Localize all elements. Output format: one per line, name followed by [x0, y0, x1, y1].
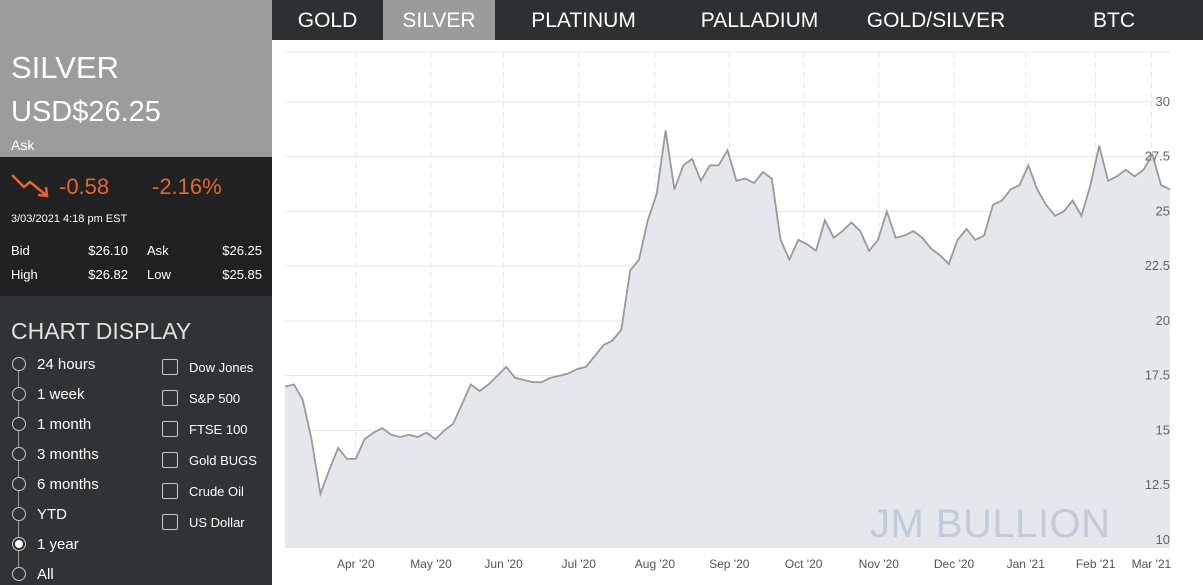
range-label[interactable]: 1 year — [37, 536, 79, 553]
x-tick-label: Aug '20 — [635, 557, 676, 571]
stat-label: Ask — [147, 243, 169, 258]
range-label[interactable]: YTD — [37, 506, 67, 523]
metal-tab[interactable]: GOLD — [297, 9, 358, 32]
change-percent: -2.16% — [152, 174, 222, 199]
range-radio[interactable] — [12, 417, 26, 431]
y-tick-label: 27.5 — [1145, 149, 1170, 164]
x-tick-label: Feb '21 — [1076, 557, 1116, 571]
panel-title: CHART DISPLAY — [11, 318, 192, 344]
y-tick-label: 22.5 — [1145, 258, 1170, 273]
metal-tab[interactable]: BTC — [1093, 9, 1135, 32]
stat-label: Low — [147, 267, 171, 282]
compare-checkbox[interactable] — [162, 421, 178, 437]
compare-label[interactable]: FTSE 100 — [189, 422, 248, 437]
metal-tab[interactable]: PALLADIUM — [700, 9, 819, 32]
range-label[interactable]: 6 months — [37, 476, 99, 493]
compare-label[interactable]: S&P 500 — [189, 391, 241, 406]
x-tick-label: May '20 — [410, 557, 452, 571]
y-tick-label: 17.5 — [1145, 368, 1170, 383]
chart-display-panel: CHART DISPLAY 24 hours 1 week 1 month 3 mon… — [0, 296, 272, 585]
range-radio[interactable] — [12, 387, 26, 401]
y-tick-label: 15 — [1156, 422, 1170, 437]
compare-checkbox[interactable] — [162, 452, 178, 468]
metal-tab[interactable]: PLATINUM — [531, 9, 636, 32]
stat-value: $26.10 — [88, 243, 128, 258]
metal-tab[interactable]: GOLD/SILVER — [866, 9, 1006, 32]
x-tick-label: Dec '20 — [934, 557, 975, 571]
x-tick-label: Mar '21 — [1132, 557, 1172, 571]
down-arrow-icon — [11, 174, 49, 198]
change: -0.58 — [59, 174, 110, 199]
x-tick-label: Jan '21 — [1007, 557, 1046, 571]
range-radio[interactable] — [12, 507, 26, 521]
y-tick-label: 25 — [1156, 203, 1170, 218]
quote-header: SILVER USD$26.25 Ask — [0, 0, 272, 157]
compare-label[interactable]: Dow Jones — [189, 360, 254, 375]
compare-checkbox[interactable] — [162, 359, 178, 375]
range-radio[interactable] — [12, 537, 26, 551]
y-tick-label: 20 — [1156, 313, 1170, 328]
stat-value: $26.25 — [222, 243, 262, 258]
compare-checkbox[interactable] — [162, 483, 178, 499]
range-label[interactable]: 1 month — [37, 416, 92, 433]
range-radio[interactable] — [12, 567, 26, 581]
range-radio[interactable] — [12, 357, 26, 371]
metal-name: SILVER — [11, 50, 119, 85]
price: USD$26.25 — [11, 96, 161, 128]
price-chart: 10 12.5 15 17.5 20 22.5 25 27.5 30 Apr '20 May '20… — [272, 40, 1203, 585]
x-tick-label: Jun '20 — [484, 557, 523, 571]
quote-details: -0.58 -2.16% 3/03/2021 4:18 pm EST Bid $2… — [0, 157, 272, 296]
y-tick-label: 30 — [1156, 94, 1170, 109]
x-tick-label: Oct '20 — [785, 557, 823, 571]
compare-checkbox[interactable] — [162, 514, 178, 530]
range-label[interactable]: 3 months — [37, 446, 99, 463]
compare-label[interactable]: Gold BUGS — [189, 453, 257, 468]
compare-label[interactable]: Crude Oil — [189, 484, 244, 499]
price-line — [284, 130, 1171, 498]
metal-tabs: GOLD SILVER PLATINUM PALLADIUM GOLD/SILVER BT… — [272, 0, 1203, 40]
metal-tab[interactable]: SILVER — [383, 0, 495, 40]
y-tick-label: 10 — [1156, 532, 1170, 547]
timestamp: 3/03/2021 4:18 pm EST — [11, 213, 128, 225]
stat-value: $26.82 — [88, 267, 128, 282]
x-tick-label: Nov '20 — [859, 557, 900, 571]
compare-label[interactable]: US Dollar — [189, 515, 245, 530]
stat-value: $25.85 — [222, 267, 262, 282]
stat-label: High — [11, 267, 38, 282]
range-radio[interactable] — [12, 477, 26, 491]
x-tick-label: Apr '20 — [337, 557, 375, 571]
range-label[interactable]: 1 week — [37, 386, 85, 403]
range-label[interactable]: 24 hours — [37, 356, 96, 373]
radio-connector — [18, 364, 19, 574]
range-radio[interactable] — [12, 447, 26, 461]
watermark: JM BULLION — [870, 502, 1110, 546]
stat-label: Bid — [11, 243, 30, 258]
x-tick-label: Sep '20 — [709, 557, 750, 571]
compare-checkbox[interactable] — [162, 390, 178, 406]
area — [285, 130, 1170, 548]
y-tick-label: 12.5 — [1145, 477, 1170, 492]
range-label[interactable]: All — [37, 566, 54, 583]
x-tick-label: Jul '20 — [562, 557, 597, 571]
price-type: Ask — [11, 137, 35, 153]
